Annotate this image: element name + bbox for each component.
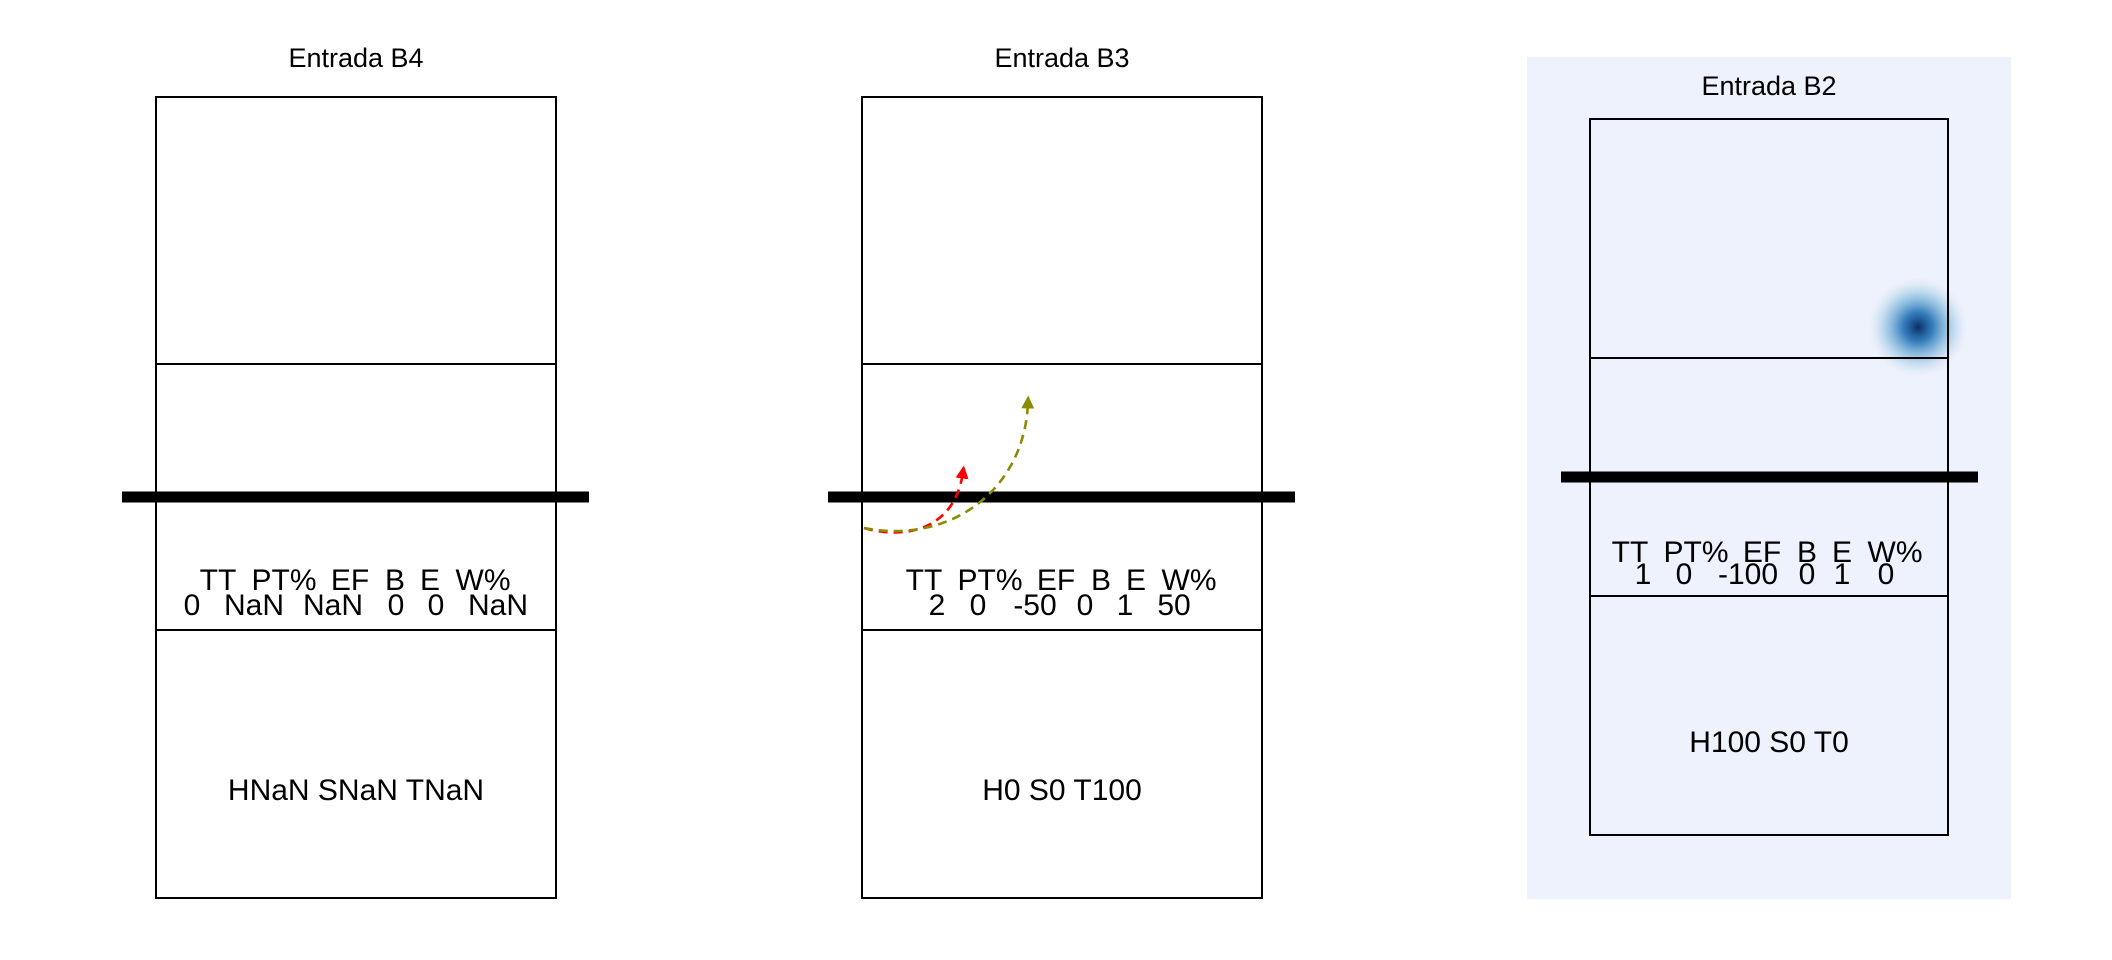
stat-header-pt: PT% <box>1663 536 1728 569</box>
stat-value-b: 0 <box>1799 558 1816 591</box>
heatmap-hotspot <box>1868 277 1968 377</box>
stat-header-b: B <box>385 564 405 597</box>
stat-header-tt: TT <box>200 564 237 597</box>
stat-header-tt: TT <box>1612 536 1649 569</box>
stat-value-w: 0 <box>1878 558 1895 591</box>
stat-value-pt: NaN <box>224 589 284 622</box>
stat-value-tt: 1 <box>1635 558 1652 591</box>
stat-value-pt: 0 <box>970 589 987 622</box>
stat-value-ef: NaN <box>303 589 363 622</box>
stats-values: 1 0 -100 0 1 0 <box>1635 558 1895 591</box>
stat-value-ef: -50 <box>1013 589 1056 622</box>
stat-header-tt: TT <box>906 564 943 597</box>
stat-header-pt: PT% <box>251 564 316 597</box>
distribution-label: H100 S0 T0 <box>1689 726 1849 759</box>
stat-header-w: W% <box>1868 536 1923 569</box>
stat-header-ef: EF <box>1743 536 1781 569</box>
distribution-label: HNaN SNaN TNaN <box>228 774 484 807</box>
stat-value-e: 1 <box>1834 558 1851 591</box>
stat-value-w: NaN <box>468 589 528 622</box>
stat-value-tt: 2 <box>929 589 946 622</box>
stats-header: TT PT% EF B E W% <box>1612 536 1923 569</box>
stat-value-e: 1 <box>1117 589 1134 622</box>
stat-header-w: W% <box>1162 564 1217 597</box>
stat-value-e: 0 <box>428 589 445 622</box>
stat-value-tt: 0 <box>184 589 201 622</box>
court-panel-b2: Entrada B2 TT PT% EF B E W% 1 0 -100 0 1… <box>1527 57 2011 899</box>
stat-header-pt: PT% <box>957 564 1022 597</box>
stat-header-w: W% <box>456 564 511 597</box>
stat-value-b: 0 <box>1077 589 1094 622</box>
attack-arrow-kill <box>863 395 1035 533</box>
stat-header-b: B <box>1797 536 1817 569</box>
court-panel-b4: Entrada B4 TT PT% EF B E W% 0 NaN NaN 0 … <box>122 43 589 899</box>
stat-value-pt: 0 <box>1676 558 1693 591</box>
distribution-label: H0 S0 T100 <box>982 774 1142 807</box>
stats-values: 0 NaN NaN 0 0 NaN <box>184 589 528 622</box>
stat-header-e: E <box>1832 536 1852 569</box>
stats-header: TT PT% EF B E W% <box>200 564 511 597</box>
court-panel-b3: Entrada B3 TT PT% EF B E W% 2 0 -50 0 1 … <box>828 43 1295 899</box>
stat-value-w: 50 <box>1157 589 1190 622</box>
stat-header-e: E <box>420 564 440 597</box>
panel-title: Entrada B3 <box>994 43 1129 73</box>
stat-value-b: 0 <box>388 589 405 622</box>
stat-header-e: E <box>1126 564 1146 597</box>
attack-arrow-error <box>863 465 969 534</box>
stats-values: 2 0 -50 0 1 50 <box>929 589 1191 622</box>
stat-header-b: B <box>1091 564 1111 597</box>
panel-title: Entrada B2 <box>1701 71 1836 101</box>
stat-header-ef: EF <box>1037 564 1075 597</box>
stat-value-ef: -100 <box>1718 558 1778 591</box>
stat-header-ef: EF <box>331 564 369 597</box>
panel-title: Entrada B4 <box>288 43 423 73</box>
stats-header: TT PT% EF B E W% <box>906 564 1217 597</box>
